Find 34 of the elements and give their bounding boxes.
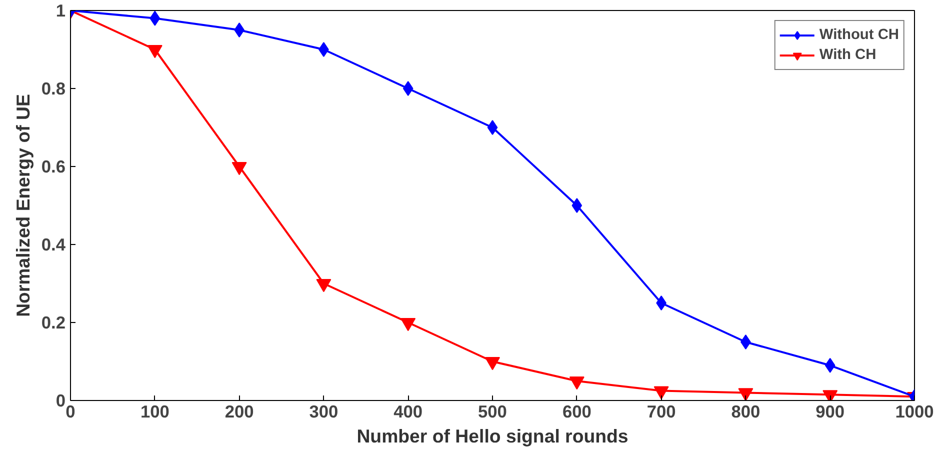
point (824, 358, 836, 373)
point (738, 388, 754, 400)
y-tick-label: 1 (56, 0, 66, 20)
point (316, 278, 332, 292)
point (234, 22, 244, 38)
x-tick-label: 800 (731, 402, 760, 422)
point (485, 356, 500, 370)
point (402, 81, 414, 96)
point (318, 42, 329, 57)
point (572, 198, 582, 213)
x-tick-label: 900 (816, 402, 845, 422)
x-tick-label: 200 (224, 402, 254, 422)
y-axis-title: Normalized Energy of UE (12, 94, 34, 317)
y-tick-label: 0.6 (41, 156, 66, 176)
point (150, 10, 160, 26)
x-axis-title: Number of Hello signal rounds (356, 426, 628, 446)
point (487, 120, 498, 135)
y-tick-label: 0.2 (41, 312, 66, 332)
y-tick-label: 0.8 (41, 78, 66, 98)
x-tick-label: 1000 (895, 402, 934, 422)
x-tick-label: 300 (309, 402, 338, 422)
y-tick-label: 0.4 (41, 234, 66, 254)
x-tick-label: 400 (394, 402, 423, 422)
point (400, 318, 416, 332)
point (569, 376, 584, 390)
legend-label: Without CH (819, 27, 899, 43)
x-tick-label: 700 (646, 402, 676, 422)
x-tick-label: 500 (478, 402, 507, 422)
point (654, 386, 669, 400)
x-tick-label: 100 (140, 402, 170, 422)
x-tick-label: 600 (562, 402, 592, 422)
legend-label: With CH (819, 47, 876, 63)
point (656, 296, 666, 310)
point (740, 334, 751, 350)
